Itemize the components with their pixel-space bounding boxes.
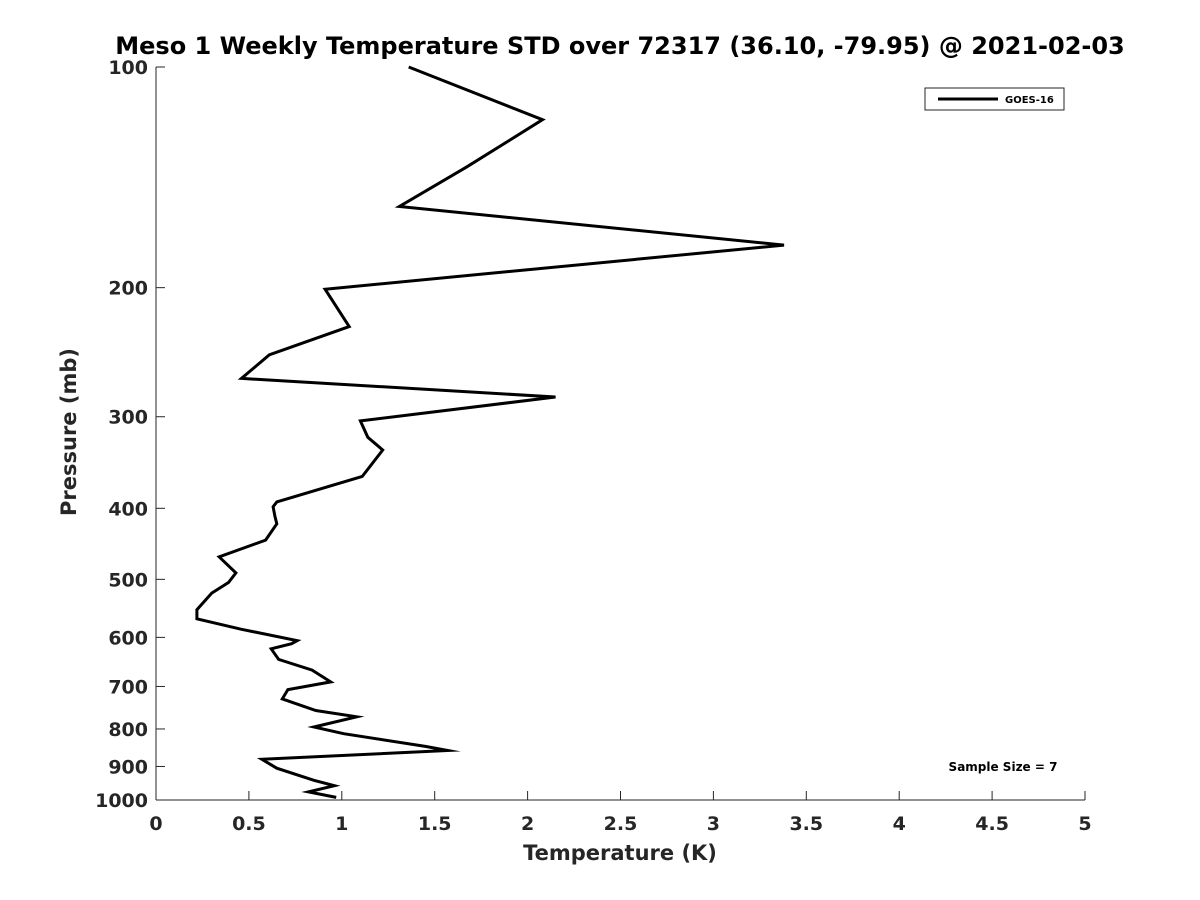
x-tick-label: 3.5 [789,813,823,835]
x-tick-label: 0.5 [232,813,266,835]
series-group [195,65,785,799]
x-tick-label: 2 [521,813,534,835]
series-line-goes-16 [195,65,785,799]
y-tick-label: 400 [108,498,148,520]
y-tick-label: 600 [108,627,148,649]
x-tick-label: 1.5 [418,813,452,835]
y-axis-label: Pressure (mb) [57,348,81,516]
y-axis: 100 200 300 400 500 600 700 800 900 1000 [95,57,165,812]
x-tick-label: 5 [1078,813,1091,835]
plot-area [155,67,1085,801]
x-axis: 0 0.5 1 1.5 2 2.5 3 3.5 4 4.5 5 [149,791,1092,835]
y-tick-label: 100 [108,57,148,79]
y-tick-label: 1000 [95,790,148,812]
y-tick-label: 800 [108,719,148,741]
x-tick-label: 2.5 [604,813,638,835]
legend-label-goes-16: GOES-16 [1005,95,1054,106]
x-tick-label: 4.5 [975,813,1009,835]
x-axis-label: Temperature (K) [523,841,717,865]
x-tick-label: 0 [149,813,162,835]
y-tick-label: 300 [108,407,148,429]
x-tick-label: 4 [893,813,906,835]
legend: GOES-16 [924,87,1065,111]
y-tick-label: 200 [108,278,148,300]
y-tick-label: 700 [108,676,148,698]
x-tick-label: 3 [707,813,720,835]
y-tick-label: 900 [108,756,148,778]
y-tick-label: 500 [108,569,148,591]
x-tick-label: 1 [335,813,348,835]
sample-size-annotation: Sample Size = 7 [949,760,1058,774]
chart-title: Meso 1 Weekly Temperature STD over 72317… [115,32,1125,60]
